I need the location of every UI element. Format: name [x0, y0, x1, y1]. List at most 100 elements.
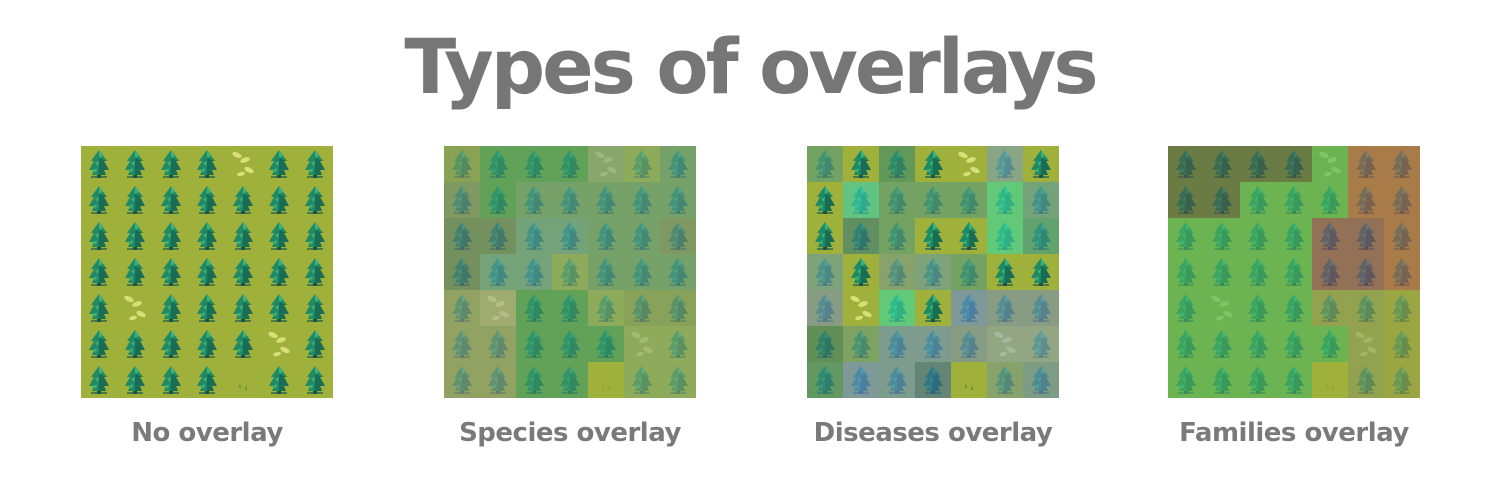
tree-icon: [233, 330, 253, 358]
tree-tile: [624, 218, 660, 254]
tree-tile: [1168, 182, 1204, 218]
tree-tile: [951, 326, 987, 362]
tree-icon: [197, 294, 217, 322]
sprout-tile: [951, 146, 987, 182]
tree-tile: [660, 290, 696, 326]
tree-tile: [552, 218, 588, 254]
tree-tile: [225, 254, 261, 290]
sprout-tile: [480, 290, 516, 326]
overlay-cell: [660, 254, 696, 290]
tree-tile: [444, 182, 480, 218]
tree-tile: [297, 290, 333, 326]
overlay-cell: [588, 326, 624, 362]
overlay-cell: [1312, 146, 1348, 182]
overlay-cell: [480, 254, 516, 290]
tree-tile: [987, 290, 1023, 326]
overlay-cell: [807, 290, 843, 326]
tree-tile: [879, 326, 915, 362]
overlay-cell: [1023, 362, 1059, 398]
overlay-cell: [1240, 182, 1276, 218]
overlay-cell: [1023, 326, 1059, 362]
tree-icon: [269, 150, 289, 178]
overlay-cell: [807, 362, 843, 398]
tree-icon: [161, 150, 181, 178]
tree-tile: [1276, 326, 1312, 362]
tree-icon: [923, 150, 943, 178]
tree-icon: [923, 222, 943, 250]
grass-tile: [225, 362, 261, 398]
tree-tile: [480, 362, 516, 398]
tree-tile: [951, 182, 987, 218]
grass-tile: [588, 362, 624, 398]
tree-tile: [915, 146, 951, 182]
tree-tile: [189, 362, 225, 398]
sprout-tile: [1348, 326, 1384, 362]
overlay-cell: [1168, 218, 1204, 254]
tree-tile: [516, 326, 552, 362]
sprout-tile: [987, 326, 1023, 362]
overlay-cell: [1384, 254, 1420, 290]
tree-icon: [161, 186, 181, 214]
tree-tile: [1168, 326, 1204, 362]
tree-icon: [161, 366, 181, 394]
tree-tile: [516, 218, 552, 254]
tree-tile: [843, 326, 879, 362]
tree-tile: [1023, 254, 1059, 290]
overlay-cell: [1023, 218, 1059, 254]
tree-tile: [915, 254, 951, 290]
tree-tile: [480, 326, 516, 362]
tree-tile: [552, 326, 588, 362]
overlay-cell: [1023, 290, 1059, 326]
tree-tile: [552, 362, 588, 398]
tree-tile: [624, 182, 660, 218]
tree-tile: [480, 218, 516, 254]
sprout-tile: [225, 146, 261, 182]
tree-tile: [153, 326, 189, 362]
tree-icon: [89, 258, 109, 286]
overlay-cell: [516, 254, 552, 290]
tree-tile: [879, 290, 915, 326]
tree-tile: [1023, 290, 1059, 326]
overlay-cell: [1168, 290, 1204, 326]
tree-tile: [1023, 362, 1059, 398]
overlay-cell: [1204, 182, 1240, 218]
tree-tile: [444, 362, 480, 398]
sprout-tile: [843, 290, 879, 326]
tree-tile: [588, 290, 624, 326]
tree-tile: [1276, 146, 1312, 182]
tree-tile: [1348, 182, 1384, 218]
overlay-cell: [516, 326, 552, 362]
tree-tile: [1240, 146, 1276, 182]
overlay-cell: [588, 182, 624, 218]
tree-icon: [305, 150, 325, 178]
overlay-cell: [1384, 326, 1420, 362]
overlay-cell: [843, 326, 879, 362]
tree-icon: [125, 186, 145, 214]
tree-icon: [197, 186, 217, 214]
map-grid: [444, 146, 696, 398]
tree-tile: [1023, 326, 1059, 362]
overlay-cell: [624, 182, 660, 218]
overlay-cell: [915, 362, 951, 398]
overlay-cell: [624, 254, 660, 290]
overlay-cell: [951, 182, 987, 218]
overlay-cell: [1204, 362, 1240, 398]
overlay-cell: [1276, 326, 1312, 362]
overlay-cell: [1276, 146, 1312, 182]
tree-tile: [81, 182, 117, 218]
tree-tile: [189, 182, 225, 218]
tree-tile: [153, 182, 189, 218]
tree-tile: [225, 218, 261, 254]
overlay-cell: [1312, 218, 1348, 254]
overlay-cell: [1384, 182, 1420, 218]
panel-caption: Species overlay: [459, 418, 681, 448]
overlay-cell: [1312, 254, 1348, 290]
tree-tile: [1204, 218, 1240, 254]
tree-tile: [879, 182, 915, 218]
tree-tile: [552, 254, 588, 290]
tree-tile: [189, 290, 225, 326]
overlay-cell: [879, 146, 915, 182]
tree-tile: [1312, 182, 1348, 218]
tree-tile: [1240, 290, 1276, 326]
tree-tile: [1168, 146, 1204, 182]
